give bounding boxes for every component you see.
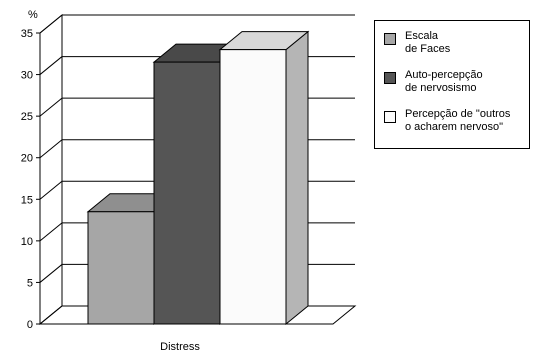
legend-item-percepcao-outros: Percepção de "outros o acharem nervoso" bbox=[384, 108, 510, 134]
y-unit-label: % bbox=[28, 9, 38, 21]
bar-front bbox=[219, 49, 287, 325]
x-tick-label: Distress bbox=[160, 341, 200, 350]
y-tick-label: 10 bbox=[21, 236, 33, 248]
gridline-side bbox=[39, 14, 63, 34]
y-tick-label: 35 bbox=[21, 28, 33, 40]
y-tick-label: 5 bbox=[27, 277, 33, 289]
bar-front bbox=[87, 211, 155, 325]
legend-swatch bbox=[384, 72, 396, 84]
bar-3 bbox=[218, 30, 310, 326]
gridline-side bbox=[39, 222, 63, 242]
legend-label: Escala de Faces bbox=[405, 30, 451, 55]
gridline-side bbox=[39, 264, 63, 283]
gridline-side bbox=[39, 305, 63, 325]
legend-label: Percepção de "outros o acharem nervoso" bbox=[405, 108, 511, 133]
legend-swatch bbox=[384, 111, 396, 123]
bars bbox=[86, 30, 310, 326]
bar-front bbox=[153, 61, 221, 325]
legend-item-escala-de-faces: Escala de Faces bbox=[384, 30, 450, 56]
gridline-side bbox=[39, 139, 63, 159]
gridline-side bbox=[39, 56, 63, 75]
bar-side bbox=[285, 30, 309, 326]
legend-label: Auto-percepção de nervosismo bbox=[405, 69, 483, 94]
y-tick-label: 0 bbox=[27, 319, 33, 331]
legend-item-auto-percepcao: Auto-percepção de nervosismo bbox=[384, 69, 483, 95]
y-axis: 0 5 10 15 20 25 30 35 Distress bbox=[21, 28, 201, 350]
side-wall bbox=[39, 13, 63, 326]
legend: Escala de Faces Auto-percepção de nervos… bbox=[374, 20, 530, 149]
y-tick-label: 20 bbox=[21, 153, 33, 165]
gridline-side bbox=[39, 180, 63, 200]
y-tick-label: 25 bbox=[21, 111, 33, 123]
legend-swatch bbox=[384, 33, 396, 45]
y-tick-label: 30 bbox=[21, 70, 33, 82]
y-tick-label: 15 bbox=[21, 194, 33, 206]
gridline-side bbox=[39, 97, 63, 117]
